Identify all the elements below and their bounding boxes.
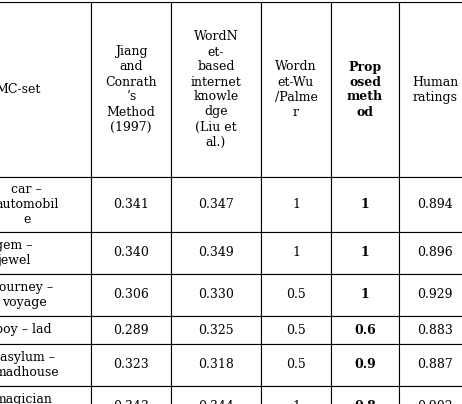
Bar	[399, 316, 462, 344]
Text: 0.6: 0.6	[354, 324, 376, 337]
Text: Prop
osed
meth
od: Prop osed meth od	[347, 61, 383, 118]
Text: 0.306: 0.306	[113, 288, 149, 301]
Text: boy – lad: boy – lad	[0, 324, 52, 337]
Text: 0.323: 0.323	[113, 358, 149, 372]
Text: Jiang
and
Conrath
’s
Method
(1997): Jiang and Conrath ’s Method (1997)	[105, 46, 157, 133]
Bar	[399, 386, 462, 404]
Bar	[399, 274, 462, 316]
Bar	[331, 344, 399, 386]
Text: 0.318: 0.318	[198, 358, 234, 372]
Text: 0.341: 0.341	[113, 198, 149, 211]
Text: 1: 1	[292, 246, 300, 259]
Text: 1: 1	[361, 246, 370, 259]
Bar	[0, 232, 91, 274]
Bar	[91, 316, 171, 344]
Text: 0.5: 0.5	[286, 324, 306, 337]
Text: magician
– wizard: magician – wizard	[0, 393, 53, 404]
Text: 0.902: 0.902	[417, 400, 453, 404]
Bar	[331, 274, 399, 316]
Bar	[399, 2, 462, 177]
Bar	[331, 177, 399, 232]
Bar	[261, 386, 331, 404]
Text: 0.5: 0.5	[286, 288, 306, 301]
Bar	[331, 386, 399, 404]
Text: 1: 1	[292, 198, 300, 211]
Text: MC-set: MC-set	[0, 83, 40, 96]
Bar	[331, 2, 399, 177]
Text: 0.344: 0.344	[198, 400, 234, 404]
Bar	[171, 232, 261, 274]
Text: car –
automobil
e: car – automobil e	[0, 183, 58, 226]
Bar	[171, 344, 261, 386]
Bar	[331, 316, 399, 344]
Bar	[399, 344, 462, 386]
Bar	[171, 177, 261, 232]
Bar	[399, 232, 462, 274]
Text: 0.340: 0.340	[113, 246, 149, 259]
Bar	[171, 386, 261, 404]
Text: 0.883: 0.883	[417, 324, 453, 337]
Bar	[171, 274, 261, 316]
Bar	[0, 316, 91, 344]
Text: asylum –
madhouse: asylum – madhouse	[0, 351, 60, 379]
Bar	[261, 2, 331, 177]
Text: 0.887: 0.887	[417, 358, 453, 372]
Text: 0.894: 0.894	[417, 198, 453, 211]
Text: 0.343: 0.343	[113, 400, 149, 404]
Text: 0.347: 0.347	[198, 198, 234, 211]
Bar	[0, 274, 91, 316]
Bar	[261, 274, 331, 316]
Text: 0.330: 0.330	[198, 288, 234, 301]
Text: 1: 1	[292, 400, 300, 404]
Bar	[261, 232, 331, 274]
Bar	[0, 177, 91, 232]
Bar	[261, 344, 331, 386]
Text: 0.325: 0.325	[198, 324, 234, 337]
Text: journey –
voyage: journey – voyage	[0, 281, 53, 309]
Bar	[91, 2, 171, 177]
Text: 0.9: 0.9	[354, 358, 376, 372]
Bar	[91, 177, 171, 232]
Text: Wordn
et-Wu
/Palme
r: Wordn et-Wu /Palme r	[274, 61, 317, 118]
Text: 0.929: 0.929	[417, 288, 453, 301]
Text: Human
ratings: Human ratings	[412, 76, 458, 103]
Bar	[399, 177, 462, 232]
Bar	[171, 316, 261, 344]
Bar	[91, 232, 171, 274]
Bar	[261, 316, 331, 344]
Text: 0.896: 0.896	[417, 246, 453, 259]
Text: 0.349: 0.349	[198, 246, 234, 259]
Bar	[171, 2, 261, 177]
Bar	[0, 344, 91, 386]
Bar	[91, 274, 171, 316]
Text: 1: 1	[361, 198, 370, 211]
Text: gem –
jewel: gem – jewel	[0, 239, 32, 267]
Bar	[0, 386, 91, 404]
Bar	[331, 232, 399, 274]
Bar	[0, 2, 91, 177]
Text: 0.289: 0.289	[113, 324, 149, 337]
Text: 0.8: 0.8	[354, 400, 376, 404]
Text: 1: 1	[361, 288, 370, 301]
Bar	[91, 386, 171, 404]
Bar	[91, 344, 171, 386]
Text: WordN
et-
based
internet
knowle
dge
(Liu et
al.): WordN et- based internet knowle dge (Liu…	[191, 30, 241, 149]
Text: 0.5: 0.5	[286, 358, 306, 372]
Bar	[261, 177, 331, 232]
